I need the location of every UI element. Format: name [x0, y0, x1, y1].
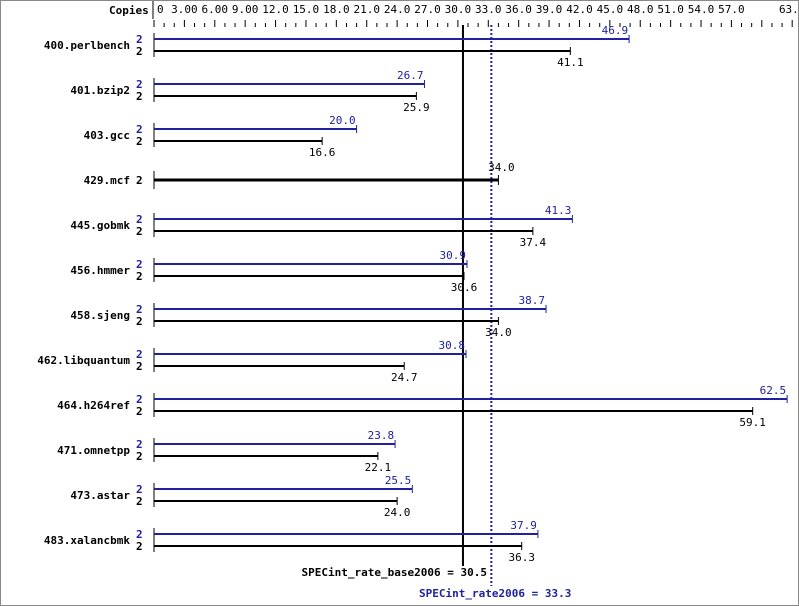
base-ref-label: SPECint_rate_base2006 = 30.5: [302, 566, 487, 579]
peak-value-label: 41.3: [545, 204, 572, 217]
tick-label: 39.0: [536, 3, 563, 16]
peak-copies: 2: [136, 483, 143, 496]
peak-value-label: 30.9: [440, 249, 467, 262]
benchmark-label: 429.mcf: [84, 174, 130, 187]
peak-value-label: 38.7: [519, 294, 546, 307]
tick-label: 63.0: [779, 3, 798, 16]
benchmark-label: 471.omnetpp: [57, 444, 130, 457]
benchmark-label: 473.astar: [70, 489, 130, 502]
peak-value-label: 20.0: [329, 114, 356, 127]
tick-label: 54.0: [688, 3, 715, 16]
base-copies: 2: [136, 405, 143, 418]
tick-label: 24.0: [384, 3, 411, 16]
peak-value-label: 25.5: [385, 474, 412, 487]
tick-label: 3.00: [171, 3, 198, 16]
tick-label: 21.0: [353, 3, 380, 16]
tick-label: 57.0: [718, 3, 745, 16]
benchmark-label: 403.gcc: [84, 129, 130, 142]
peak-value-label: 26.7: [397, 69, 424, 82]
peak-copies: 2: [136, 438, 143, 451]
base-copies: 2: [136, 450, 143, 463]
peak-value-label: 37.9: [510, 519, 537, 532]
peak-value-label: 62.5: [760, 384, 787, 397]
peak-copies: 2: [136, 33, 143, 46]
base-value-label: 41.1: [557, 56, 584, 69]
peak-copies: 2: [136, 213, 143, 226]
peak-copies: 2: [136, 123, 143, 136]
peak-ref-label: SPECint_rate2006 = 33.3: [419, 587, 571, 600]
base-copies: 2: [136, 174, 143, 187]
tick-label: 9.00: [232, 3, 259, 16]
tick-label: 27.0: [414, 3, 441, 16]
tick-label: 36.0: [505, 3, 532, 16]
base-copies: 2: [136, 495, 143, 508]
peak-value-label: 46.9: [602, 24, 629, 37]
benchmark-label: 483.xalancbmk: [44, 534, 130, 547]
benchmark-label: 445.gobmk: [70, 219, 130, 232]
base-copies: 2: [136, 360, 143, 373]
tick-label: 12.0: [262, 3, 289, 16]
peak-copies: 2: [136, 303, 143, 316]
tick-label: 0: [157, 3, 164, 16]
base-value-label: 22.1: [365, 461, 392, 474]
benchmark-label: 458.sjeng: [70, 309, 130, 322]
base-value-label: 36.3: [508, 551, 535, 564]
tick-label: 51.0: [657, 3, 684, 16]
benchmark-label: 401.bzip2: [70, 84, 130, 97]
base-value-label: 37.4: [520, 236, 547, 249]
base-value-label: 24.7: [391, 371, 418, 384]
peak-value-label: 23.8: [368, 429, 395, 442]
peak-copies: 2: [136, 258, 143, 271]
base-copies: 2: [136, 45, 143, 58]
copies-header: Copies: [109, 4, 149, 17]
tick-label: 33.0: [475, 3, 502, 16]
base-copies: 2: [136, 315, 143, 328]
base-copies: 2: [136, 90, 143, 103]
tick-label: 42.0: [566, 3, 593, 16]
benchmark-label: 464.h264ref: [57, 399, 130, 412]
value-label: 34.0: [488, 161, 515, 174]
base-value-label: 25.9: [403, 101, 430, 114]
base-value-label: 24.0: [384, 506, 411, 519]
tick-label: 18.0: [323, 3, 350, 16]
peak-copies: 2: [136, 393, 143, 406]
base-value-label: 59.1: [739, 416, 766, 429]
tick-label: 6.00: [202, 3, 229, 16]
base-copies: 2: [136, 135, 143, 148]
tick-label: 48.0: [627, 3, 654, 16]
base-copies: 2: [136, 540, 143, 553]
peak-copies: 2: [136, 528, 143, 541]
base-value-label: 16.6: [309, 146, 336, 159]
tick-label: 45.0: [597, 3, 624, 16]
base-copies: 2: [136, 225, 143, 238]
tick-label: 15.0: [293, 3, 320, 16]
tick-label: 30.0: [445, 3, 472, 16]
base-value-label: 34.0: [485, 326, 512, 339]
peak-copies: 2: [136, 78, 143, 91]
base-value-label: 30.6: [451, 281, 478, 294]
benchmark-label: 456.hmmer: [70, 264, 130, 277]
peak-copies: 2: [136, 348, 143, 361]
benchmark-label: 400.perlbench: [44, 39, 130, 52]
peak-value-label: 30.8: [439, 339, 466, 352]
benchmark-label: 462.libquantum: [37, 354, 130, 367]
base-copies: 2: [136, 270, 143, 283]
